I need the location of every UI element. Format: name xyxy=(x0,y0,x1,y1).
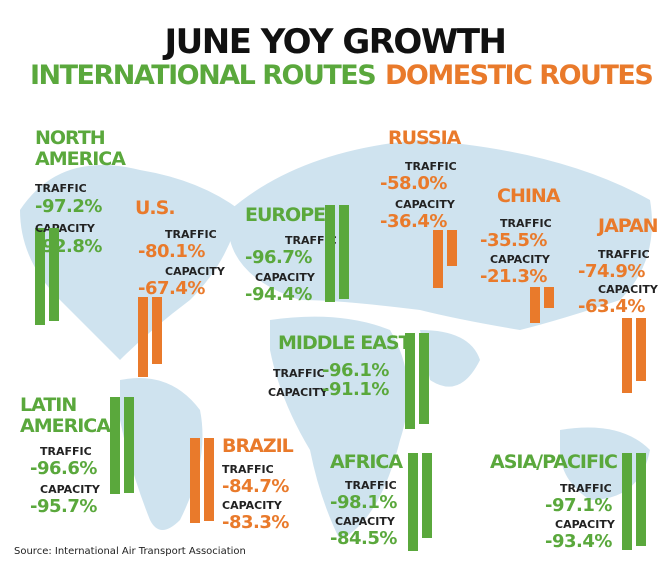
measure-label: CAPACITY xyxy=(555,518,615,531)
bar xyxy=(622,453,632,551)
measure-label: CAPACITY xyxy=(35,222,95,235)
value-label: -96.1% xyxy=(322,360,389,381)
measure-label: TRAFFIC xyxy=(165,228,217,241)
measure-label: CAPACITY xyxy=(165,265,225,278)
bar xyxy=(339,205,349,300)
region-name: U.S. xyxy=(135,197,176,219)
bar xyxy=(447,230,457,267)
bar xyxy=(622,318,632,393)
value-label: -96.7% xyxy=(245,247,312,268)
bar xyxy=(138,297,148,378)
measure-label: TRAFFIC xyxy=(285,234,337,247)
bar xyxy=(530,287,540,323)
bar xyxy=(110,397,120,494)
measure-label: TRAFFIC xyxy=(405,160,457,173)
bar xyxy=(422,453,432,538)
value-label: -84.5% xyxy=(330,528,397,549)
value-label: -35.5% xyxy=(480,230,547,251)
bar xyxy=(419,333,429,425)
value-label: -93.4% xyxy=(545,531,612,552)
value-label: -67.4% xyxy=(138,278,205,299)
value-label: -58.0% xyxy=(380,173,447,194)
source-note: Source: International Air Transport Asso… xyxy=(14,546,246,557)
bar xyxy=(35,228,45,326)
value-label: -97.2% xyxy=(35,196,102,217)
measure-label: CAPACITY xyxy=(255,271,315,284)
measure-label: CAPACITY xyxy=(222,499,282,512)
bar xyxy=(408,453,418,552)
region-name: NORTH AMERICA xyxy=(35,127,126,170)
bar xyxy=(204,438,214,522)
measure-label: CAPACITY xyxy=(268,386,328,399)
bar xyxy=(544,287,554,309)
value-label: -92.8% xyxy=(35,236,102,257)
measure-label: TRAFFIC xyxy=(222,463,274,476)
region-name: ASIA/PACIFIC xyxy=(490,451,618,473)
region-name: LATIN AMERICA xyxy=(20,394,111,437)
value-label: -83.3% xyxy=(222,512,289,533)
bar xyxy=(124,397,134,493)
measure-label: TRAFFIC xyxy=(40,445,92,458)
measure-label: TRAFFIC xyxy=(273,367,325,380)
chart-title: JUNE YOY GROWTH xyxy=(164,22,507,62)
measure-label: CAPACITY xyxy=(490,253,550,266)
measure-label: TRAFFIC xyxy=(598,248,650,261)
value-label: -91.1% xyxy=(322,379,389,400)
value-label: -80.1% xyxy=(138,241,205,262)
bar xyxy=(636,453,646,547)
value-label: -97.1% xyxy=(545,495,612,516)
measure-label: CAPACITY xyxy=(335,515,395,528)
bar xyxy=(49,228,59,321)
value-label: -95.7% xyxy=(30,496,97,517)
measure-label: CAPACITY xyxy=(40,483,100,496)
value-label: -84.7% xyxy=(222,476,289,497)
measure-label: TRAFFIC xyxy=(560,482,612,495)
value-label: -21.3% xyxy=(480,266,547,287)
measure-label: TRAFFIC xyxy=(35,182,87,195)
region-name: JAPAN xyxy=(598,215,659,237)
measure-label: TRAFFIC xyxy=(500,217,552,230)
legend-entry: INTERNATIONAL ROUTES xyxy=(30,60,377,91)
region-name: AFRICA xyxy=(330,451,403,473)
value-label: -36.4% xyxy=(380,211,447,232)
value-label: -96.6% xyxy=(30,458,97,479)
measure-label: CAPACITY xyxy=(598,283,658,296)
measure-label: CAPACITY xyxy=(395,198,455,211)
value-label: -94.4% xyxy=(245,284,312,305)
bar xyxy=(433,230,443,288)
region-name: RUSSIA xyxy=(388,127,461,149)
bar xyxy=(325,205,335,302)
region-name: BRAZIL xyxy=(222,435,294,457)
value-label: -98.1% xyxy=(330,492,397,513)
region-name: CHINA xyxy=(497,185,561,207)
bar xyxy=(405,333,415,430)
region-name: EUROPE xyxy=(245,204,326,226)
bar xyxy=(190,438,200,523)
bar xyxy=(636,318,646,382)
measure-label: TRAFFIC xyxy=(345,479,397,492)
legend-entry: DOMESTIC ROUTES xyxy=(385,60,654,91)
bar xyxy=(152,297,162,365)
region-name: MIDDLE EAST xyxy=(278,332,412,354)
value-label: -74.9% xyxy=(578,261,645,282)
value-label: -63.4% xyxy=(578,296,645,317)
